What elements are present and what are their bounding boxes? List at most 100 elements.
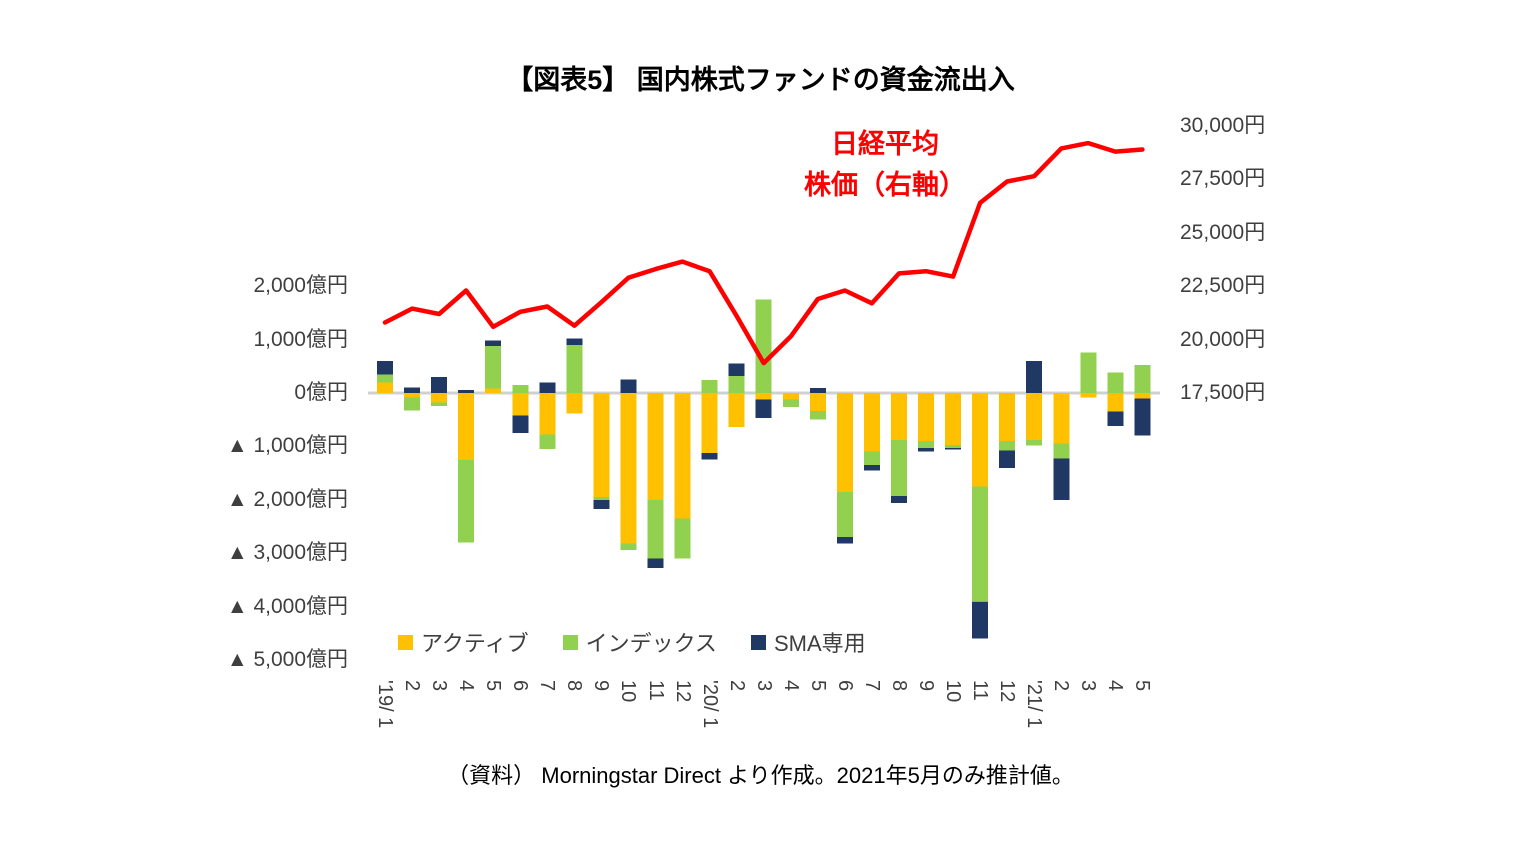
bar-segment [647, 393, 664, 500]
legend-label: インデックス [585, 631, 717, 656]
left-axis-tick: ▲ 1,000億円 [226, 434, 348, 457]
legend: アクティブ インデックス SMA専用 [398, 626, 866, 658]
bar-segment [809, 411, 826, 420]
bar-segment [1080, 393, 1097, 398]
bar-segment [728, 363, 745, 376]
bar-segment [539, 393, 556, 435]
right-axis-tick: 30,000円 [1180, 114, 1266, 137]
x-axis-label: 12 [672, 680, 694, 703]
x-axis-label: 2 [726, 680, 748, 692]
bar-segment [620, 543, 637, 550]
x-axis-label: 2 [1050, 680, 1072, 692]
bar-segment [728, 375, 745, 393]
right-axis-tick: 22,500円 [1180, 274, 1266, 297]
bar-segment [782, 399, 799, 407]
bar-segment [647, 499, 664, 559]
x-axis-label: 10 [617, 680, 639, 703]
legend-item: インデックス [562, 626, 717, 658]
bar-segment [918, 393, 934, 442]
bar-segment [755, 399, 772, 419]
bar-segment [458, 459, 475, 543]
bar-segment [404, 397, 421, 411]
bar-segment [674, 393, 691, 519]
x-axis-label: '21/ 1 [1023, 680, 1045, 729]
bar-segment [431, 393, 448, 403]
bar-segment [512, 385, 529, 393]
bar-segment [1107, 393, 1124, 412]
bar-segment [485, 388, 502, 393]
bar-segment [485, 346, 502, 389]
bar-segment [1053, 443, 1070, 459]
x-axis-label: 4 [455, 680, 477, 692]
left-axis-tick: ▲ 2,000億円 [226, 488, 348, 511]
legend-item: SMA専用 [750, 626, 866, 658]
bar-segment [809, 388, 826, 393]
right-axis-tick: 25,000円 [1180, 221, 1266, 244]
left-axis-tick: 1,000億円 [253, 328, 348, 351]
bar-segment [836, 491, 853, 538]
bar-segment [1080, 352, 1097, 393]
bar-segment [1053, 458, 1070, 500]
page-title: 【図表5】 国内株式ファンドの資金流出入 [506, 65, 1015, 95]
x-axis-label: 4 [780, 680, 802, 692]
bar-segment [1026, 361, 1043, 393]
bar-segment [593, 497, 610, 500]
bar-segment [458, 393, 475, 460]
bar-segment [485, 340, 502, 346]
bar-segment [755, 393, 772, 400]
legend-item: アクティブ [398, 626, 529, 658]
bar-segment [701, 452, 718, 460]
bar-segment [431, 402, 448, 406]
left-axis-tick: 2,000億円 [253, 274, 348, 297]
x-axis-label: 3 [1077, 680, 1099, 692]
x-axis-label: '20/ 1 [699, 680, 721, 729]
bar-segment [1026, 440, 1043, 446]
x-axis-label: 6 [509, 680, 531, 692]
bar-segment [972, 393, 989, 487]
bar-segment [593, 499, 610, 509]
x-axis-label: 11 [645, 680, 667, 701]
bar-segment [782, 393, 799, 400]
left-axis-tick: ▲ 4,000億円 [226, 595, 348, 618]
bar-segment [404, 393, 421, 398]
x-axis-label: 7 [536, 680, 558, 692]
bar-segment [377, 382, 393, 393]
x-axis-label: 5 [807, 680, 829, 692]
bar-segment [1134, 365, 1151, 393]
bar-segment [945, 448, 962, 450]
nikkei-line [382, 140, 1145, 366]
bar-segment [1053, 393, 1070, 444]
x-axis-label: 10 [942, 680, 964, 703]
bar-segment [620, 393, 637, 544]
bar-segment [620, 379, 637, 393]
x-axis-label: 2 [401, 680, 423, 692]
bar-segment [701, 393, 718, 453]
bar-segment [836, 393, 853, 492]
legend-swatch-icon [750, 634, 766, 650]
x-axis-label: 3 [753, 680, 775, 692]
right-axis-tick: 20,000円 [1180, 328, 1266, 351]
bar-segment [972, 486, 989, 602]
x-axis-label: '19/ 1 [374, 680, 396, 729]
bar-segment [999, 441, 1016, 451]
bar-segment [566, 393, 583, 414]
bar-segment [891, 496, 907, 503]
bar-segment [918, 448, 934, 452]
bar-segment [891, 440, 907, 497]
x-axis-label: 4 [1104, 680, 1126, 692]
legend-swatch-icon [562, 634, 578, 650]
bar-segment [1107, 411, 1124, 427]
bar-segment [458, 389, 475, 393]
bar-segment [404, 387, 421, 393]
x-axis-label: 8 [888, 680, 910, 692]
bar-segment [512, 393, 529, 416]
bar-segment [809, 393, 826, 412]
x-axis-label: 5 [482, 680, 504, 692]
bar-segment [647, 558, 664, 569]
bar-segment [728, 393, 745, 428]
bar-segment [377, 361, 393, 375]
x-axis-label: 7 [861, 680, 883, 692]
bar-segment [701, 380, 718, 393]
